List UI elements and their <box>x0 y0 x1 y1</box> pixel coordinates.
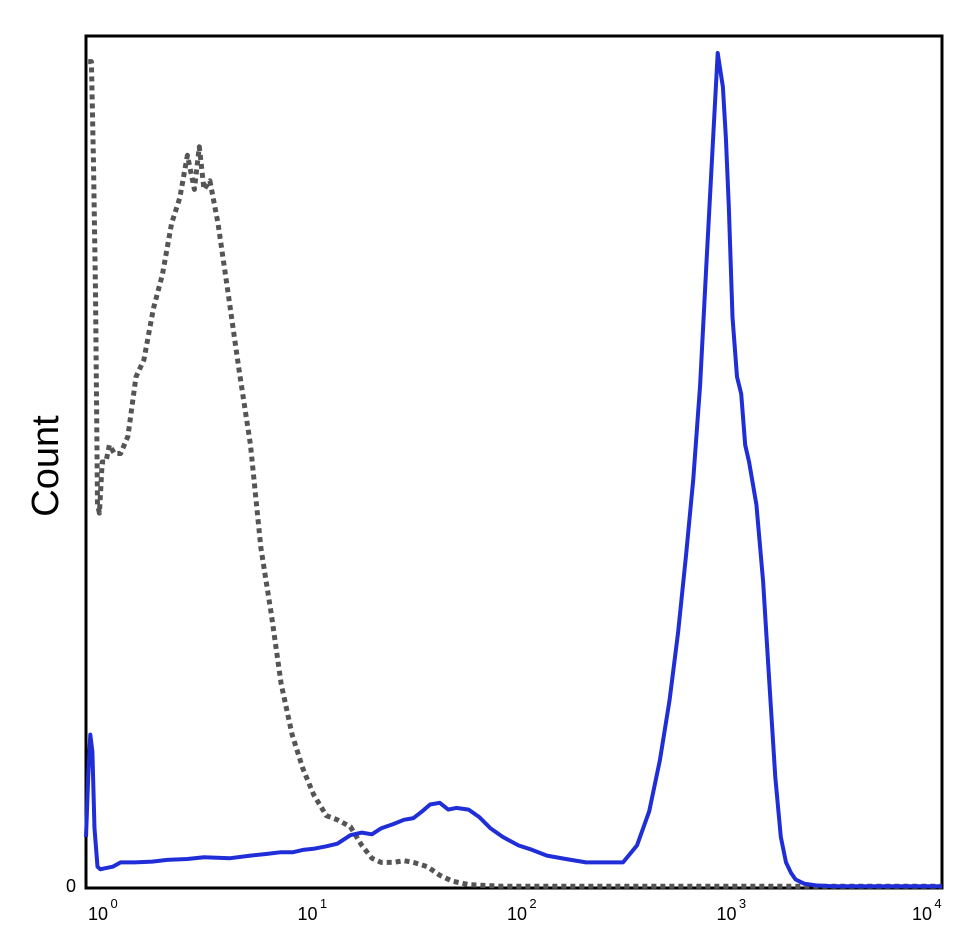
x-tick-label: 10 <box>88 904 108 924</box>
x-tick-label: 10 <box>912 904 932 924</box>
x-tick-label: 10 <box>298 904 318 924</box>
plot-area <box>84 34 944 890</box>
y-axis-label: Count <box>25 415 67 517</box>
stained-histogram-line <box>84 51 942 889</box>
y-tick-label: 0 <box>66 876 76 896</box>
x-tick-label: 10 <box>507 904 527 924</box>
x-tick-exponent: 1 <box>320 896 327 911</box>
x-tick-label: 10 <box>716 904 736 924</box>
y-axis-ticks: 0 <box>66 876 76 896</box>
control-histogram-line <box>88 59 942 889</box>
plot-frame <box>84 34 944 890</box>
x-tick-exponent: 2 <box>529 896 536 911</box>
x-tick-exponent: 3 <box>739 896 746 911</box>
x-tick-exponent: 4 <box>934 896 941 911</box>
x-tick-exponent: 0 <box>110 896 117 911</box>
